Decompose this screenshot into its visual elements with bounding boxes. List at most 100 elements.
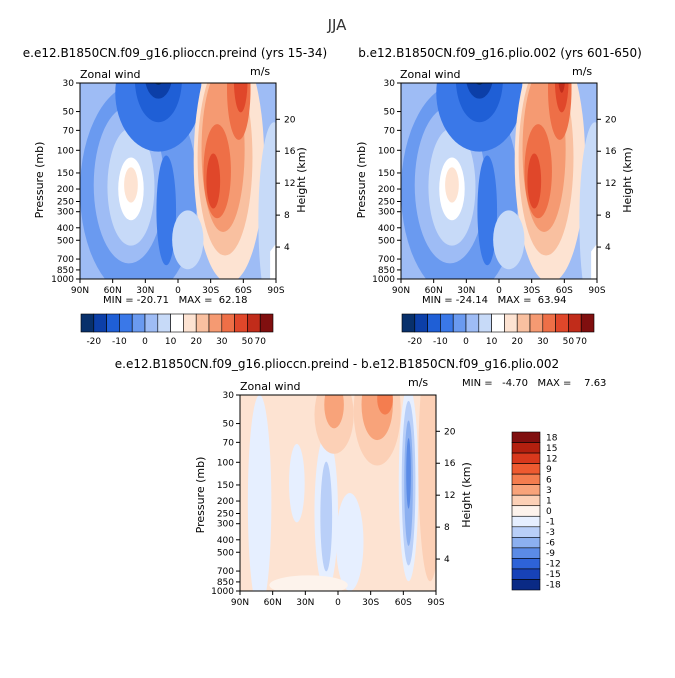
contour-band	[418, 395, 436, 582]
colorbar-swatch	[504, 313, 518, 333]
y-tick-label: 300	[378, 208, 395, 218]
height-tick-label: 8	[605, 211, 611, 221]
y-tick-label: 30	[384, 79, 396, 89]
colorbar-swatch	[119, 313, 133, 333]
colorbar-label: -10	[433, 337, 448, 347]
y-tick-label: 30	[63, 79, 75, 89]
x-tick-label: 0	[496, 286, 502, 296]
panel-1-plot: 90N 60N 30N 0 30S 60S 90S 30 50 70 100 150 200 250300…	[51, 79, 296, 296]
y-tick-label: 500	[378, 236, 395, 246]
contour-band	[445, 167, 459, 203]
panel-3-variable-label: Zonal wind	[240, 380, 301, 393]
colorbar-swatch	[511, 463, 541, 475]
colorbar-label: -12	[546, 560, 561, 570]
y-tick-label: 1000	[51, 275, 74, 285]
contour-band	[377, 395, 393, 415]
x-tick-label: 90N	[392, 286, 410, 296]
colorbar-swatch	[511, 558, 541, 570]
colorbar-label: -6	[546, 539, 555, 549]
y-tick-label: 100	[217, 458, 234, 468]
contour-field	[401, 83, 597, 279]
colorbar-label: -1	[546, 518, 555, 528]
y-tick-label: 150	[57, 169, 74, 179]
height-tick-label: 16	[284, 147, 296, 157]
colorbar-swatch	[511, 526, 541, 538]
y-tick-label: 50	[384, 108, 396, 118]
contour-band	[324, 395, 344, 429]
panel-1-variable-label: Zonal wind	[80, 68, 141, 81]
x-tick-label: 0	[335, 598, 341, 608]
height-tick-label: 20	[605, 115, 617, 125]
height-tick-label: 4	[284, 243, 290, 253]
colorbar-swatch	[542, 313, 556, 333]
height-tick-label: 16	[444, 459, 456, 469]
x-tick-label: 60N	[264, 598, 282, 608]
y-tick-label: 250	[217, 510, 234, 520]
colorbar-swatch	[208, 313, 223, 333]
colorbar-swatch	[511, 431, 541, 443]
contour-band	[289, 444, 305, 523]
colorbar-swatch	[106, 313, 120, 333]
panel-2-stats: MIN = -24.14 MAX = 63.94	[422, 295, 566, 306]
contour-band	[258, 122, 276, 279]
panel-1-title: e.e12.B1850CN.f09_g16.plioccn.preind (yr…	[23, 46, 327, 60]
colorbar-swatch	[511, 515, 541, 528]
y-tick-label: 400	[378, 224, 395, 234]
x-tick-label: 60N	[104, 286, 122, 296]
colorbar-label: 70	[575, 337, 587, 347]
colorbar-label: 1	[546, 496, 552, 506]
colorbar-swatch	[568, 313, 582, 333]
panel-3-stats: MIN = -4.70 MAX = 7.63	[462, 378, 606, 389]
contour-band	[579, 122, 597, 279]
contour-band	[477, 155, 498, 266]
panel-1-ylabel-right: Height (km)	[295, 147, 308, 213]
y-tick-label: 300	[57, 208, 74, 218]
y-tick-label: 250	[57, 198, 74, 208]
colorbar-label: 12	[546, 454, 557, 464]
x-tick-label: 90S	[267, 286, 284, 296]
colorbar-label: 0	[142, 337, 148, 347]
x-tick-label: 90N	[71, 286, 89, 296]
missing-data-region	[591, 243, 597, 279]
contour-band	[124, 167, 138, 203]
colorbar-swatch	[478, 313, 492, 333]
colorbar-swatch	[221, 313, 235, 333]
panel-1-units: m/s	[250, 65, 270, 78]
contour-field	[240, 395, 436, 591]
y-tick-label: 70	[63, 126, 75, 136]
contour-band	[558, 83, 565, 93]
panel-3-ylabel: Pressure (mb)	[194, 457, 207, 534]
panel-2-title: b.e12.B1850CN.f09_g16.plio.002 (yrs 601-…	[358, 46, 642, 60]
y-tick-label: 850	[378, 266, 395, 276]
contour-band	[406, 438, 411, 509]
height-tick-label: 8	[284, 211, 290, 221]
panel-1-stats: MIN = -20.71 MAX = 62.18	[103, 295, 247, 306]
colorbar-swatch	[170, 313, 184, 333]
contour-band	[475, 83, 483, 85]
panel-3: e.e12.B1850CN.f09_g16.plioccn.preind - b…	[115, 357, 607, 608]
height-tick-label: 12	[605, 179, 616, 189]
height-tick-label: 12	[444, 491, 455, 501]
colorbar-label: -15	[546, 570, 561, 580]
contour-band	[527, 153, 542, 209]
colorbar-swatch	[195, 313, 210, 333]
panel-2-plot: 90N 60N 30N 0 30S 60S 90S 30 50 70 100 150 200 250300…	[372, 79, 617, 296]
colorbar-label: 18	[546, 433, 558, 443]
colorbar-swatch	[452, 313, 467, 333]
x-tick-label: 60S	[395, 598, 412, 608]
contour-band	[156, 155, 177, 266]
panel-3-ylabel-right: Height (km)	[460, 462, 473, 528]
y-tick-label: 400	[217, 536, 234, 546]
colorbar-swatch	[440, 313, 454, 333]
y-tick-label: 150	[217, 481, 234, 491]
y-tick-label: 500	[57, 236, 74, 246]
panel-1-colorbar: -20 -10 0 10 20 30 50 70	[80, 313, 274, 347]
colorbar-label: -18	[546, 581, 561, 591]
y-tick-label: 700	[217, 567, 234, 577]
x-tick-label: 90S	[588, 286, 605, 296]
colorbar-swatch	[183, 313, 197, 333]
colorbar-swatch	[511, 484, 541, 496]
y-tick-label: 250	[378, 198, 395, 208]
